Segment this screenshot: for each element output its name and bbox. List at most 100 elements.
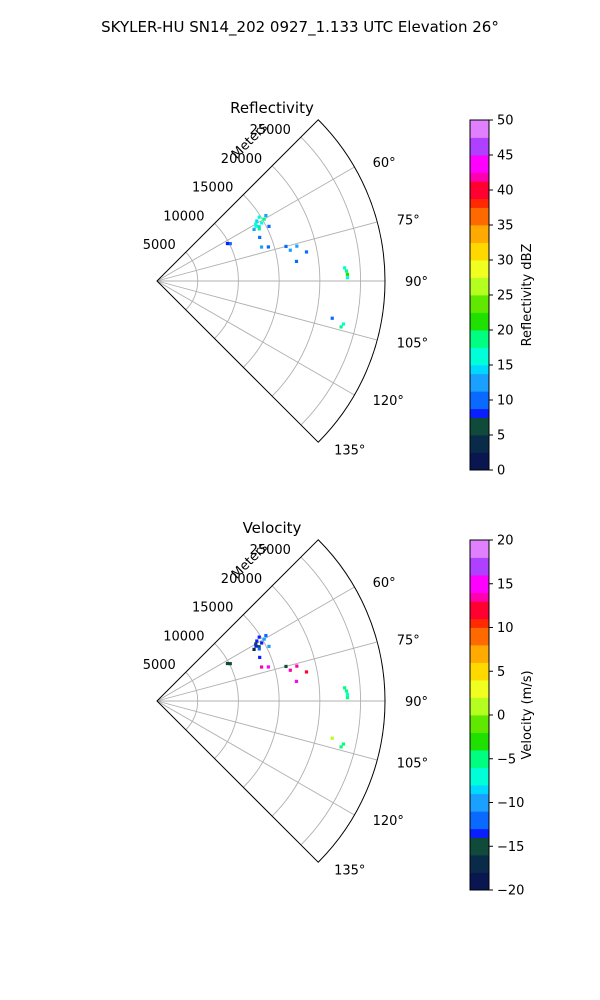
data-point	[344, 689, 349, 693]
range-tick-label: 15000	[192, 601, 233, 616]
azimuth-gridline	[156, 700, 378, 761]
data-point	[341, 742, 346, 746]
colorbar-band	[470, 592, 489, 602]
data-point	[257, 227, 261, 231]
colorbar-band	[470, 251, 489, 261]
data-point	[262, 637, 266, 641]
colorbar-band	[470, 417, 489, 427]
colorbar-band	[470, 688, 489, 698]
data-point	[284, 244, 288, 249]
range-tick-label: 25000	[250, 543, 291, 558]
colorbar-band	[470, 863, 489, 873]
colorbar-tick-label: 5	[497, 665, 505, 680]
data-point	[304, 250, 309, 254]
data-point	[260, 221, 264, 225]
velocity-panel: Velocity500010000150002000025000Meters60…	[143, 519, 535, 899]
data-point	[345, 696, 350, 700]
data-point	[254, 222, 258, 226]
colorbar-label: Reflectivity dBZ	[520, 244, 535, 347]
colorbar-band	[470, 373, 489, 383]
sector-outline	[156, 119, 386, 443]
colorbar-band	[470, 408, 489, 418]
colorbar-band	[470, 242, 489, 252]
data-point	[257, 645, 261, 649]
colorbar-band	[470, 321, 489, 331]
azimuth-tick-label: 135°	[334, 443, 365, 458]
range-tick-label: 15000	[192, 181, 233, 196]
colorbar-band	[470, 181, 489, 191]
colorbar-band	[470, 382, 489, 392]
colorbar-band	[470, 365, 489, 375]
data-point	[254, 224, 258, 228]
colorbar-band	[470, 583, 489, 593]
colorbar-band	[470, 260, 489, 270]
colorbar-tick-label: 15	[497, 359, 514, 374]
data-point	[344, 269, 349, 273]
azimuth-tick-label: 60°	[373, 576, 396, 591]
data-point	[295, 244, 299, 248]
data-point	[343, 266, 347, 270]
colorbar-band	[470, 216, 489, 226]
colorbar-band	[470, 303, 489, 313]
colorbar-band	[470, 225, 489, 235]
azimuth-tick-label: 105°	[397, 337, 428, 352]
range-tick-label: 20000	[221, 572, 262, 587]
colorbar-band	[470, 137, 489, 147]
data-point	[257, 635, 261, 639]
data-point	[343, 686, 347, 690]
colorbar-tick-label: 50	[497, 114, 514, 129]
colorbar-band	[470, 198, 489, 208]
colorbar-band	[470, 750, 489, 760]
colorbar-band	[470, 653, 489, 663]
colorbar-band	[470, 706, 489, 716]
data-point	[252, 227, 256, 231]
colorbar-band	[470, 618, 489, 628]
colorbar-band	[470, 268, 489, 278]
colorbar-band	[470, 128, 489, 138]
colorbar-band	[470, 671, 489, 681]
data-point	[341, 322, 346, 326]
data-point	[225, 241, 230, 246]
colorbar-tick-label: 30	[497, 254, 514, 269]
data-point	[266, 245, 270, 249]
colorbar-band	[470, 338, 489, 348]
data-point	[267, 644, 271, 648]
colorbar-band	[470, 715, 489, 725]
colorbar-band	[470, 566, 489, 576]
colorbar-band	[470, 776, 489, 786]
data-point	[255, 219, 259, 223]
data-point	[330, 316, 334, 320]
colorbar-band	[470, 793, 489, 803]
azimuth-tick-label: 75°	[397, 633, 420, 648]
colorbar-band	[470, 855, 489, 865]
data-point	[284, 664, 288, 669]
azimuth-tick-label: 105°	[397, 757, 428, 772]
colorbar-band	[470, 610, 489, 620]
colorbar-tick-label: 35	[497, 219, 514, 234]
colorbar-tick-label: −15	[497, 840, 524, 855]
panel-title: Velocity	[243, 519, 302, 537]
colorbar-tick-label: 5	[497, 429, 505, 444]
colorbar-band	[470, 820, 489, 830]
colorbar-band	[470, 391, 489, 401]
data-point	[260, 641, 264, 645]
azimuth-gridline	[156, 280, 378, 341]
range-tick-label: 10000	[163, 209, 204, 224]
data-point	[259, 665, 264, 669]
colorbar-tick-label: 0	[497, 464, 505, 479]
colorbar-band	[470, 723, 489, 733]
colorbar-band	[470, 767, 489, 777]
reflectivity-panel: Reflectivity500010000150002000025000Mete…	[143, 99, 535, 479]
colorbar-band	[470, 872, 489, 882]
data-point	[288, 668, 292, 672]
data-point	[330, 736, 334, 740]
azimuth-tick-label: 90°	[405, 695, 428, 710]
azimuth-tick-label: 135°	[334, 863, 365, 878]
colorbar-tick-label: 15	[497, 577, 514, 592]
colorbar-band	[470, 172, 489, 182]
data-point	[264, 633, 268, 638]
colorbar-band	[470, 540, 489, 550]
data-point	[304, 670, 309, 674]
